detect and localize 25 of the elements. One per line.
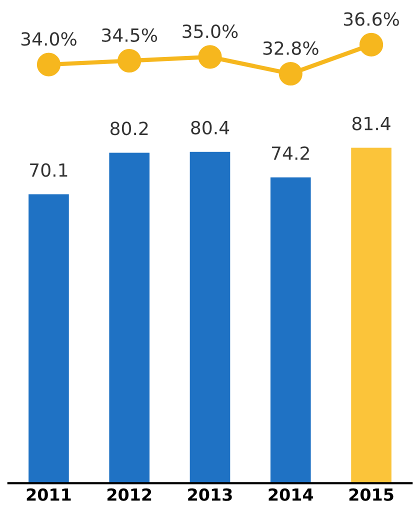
x-tick-label: 2015 bbox=[349, 488, 394, 501]
data-label: 34.0% bbox=[21, 32, 76, 46]
x-tick-label: 2012 bbox=[107, 488, 152, 501]
bar bbox=[351, 148, 392, 484]
bar bbox=[28, 194, 69, 484]
x-tick-label: 2013 bbox=[188, 488, 232, 501]
data-label: 34.5% bbox=[102, 28, 158, 42]
bar bbox=[270, 177, 311, 484]
x-tick-label: 2011 bbox=[26, 488, 71, 501]
bar bbox=[109, 152, 150, 484]
point bbox=[359, 32, 384, 56]
point bbox=[118, 48, 142, 73]
data-label: 36.6% bbox=[344, 12, 399, 26]
data-label: 74.2 bbox=[272, 146, 309, 160]
point bbox=[198, 45, 222, 69]
point bbox=[278, 62, 302, 86]
x-tick-label: 2014 bbox=[268, 488, 314, 501]
data-label: 81.4 bbox=[352, 116, 390, 130]
point bbox=[36, 52, 61, 76]
data-label: 80.2 bbox=[110, 122, 148, 136]
data-label: 70.1 bbox=[30, 163, 68, 177]
data-label: 80.4 bbox=[191, 120, 230, 134]
bar bbox=[190, 152, 230, 484]
data-label: 32.8% bbox=[263, 41, 318, 55]
data-label: 35.0% bbox=[182, 24, 238, 38]
